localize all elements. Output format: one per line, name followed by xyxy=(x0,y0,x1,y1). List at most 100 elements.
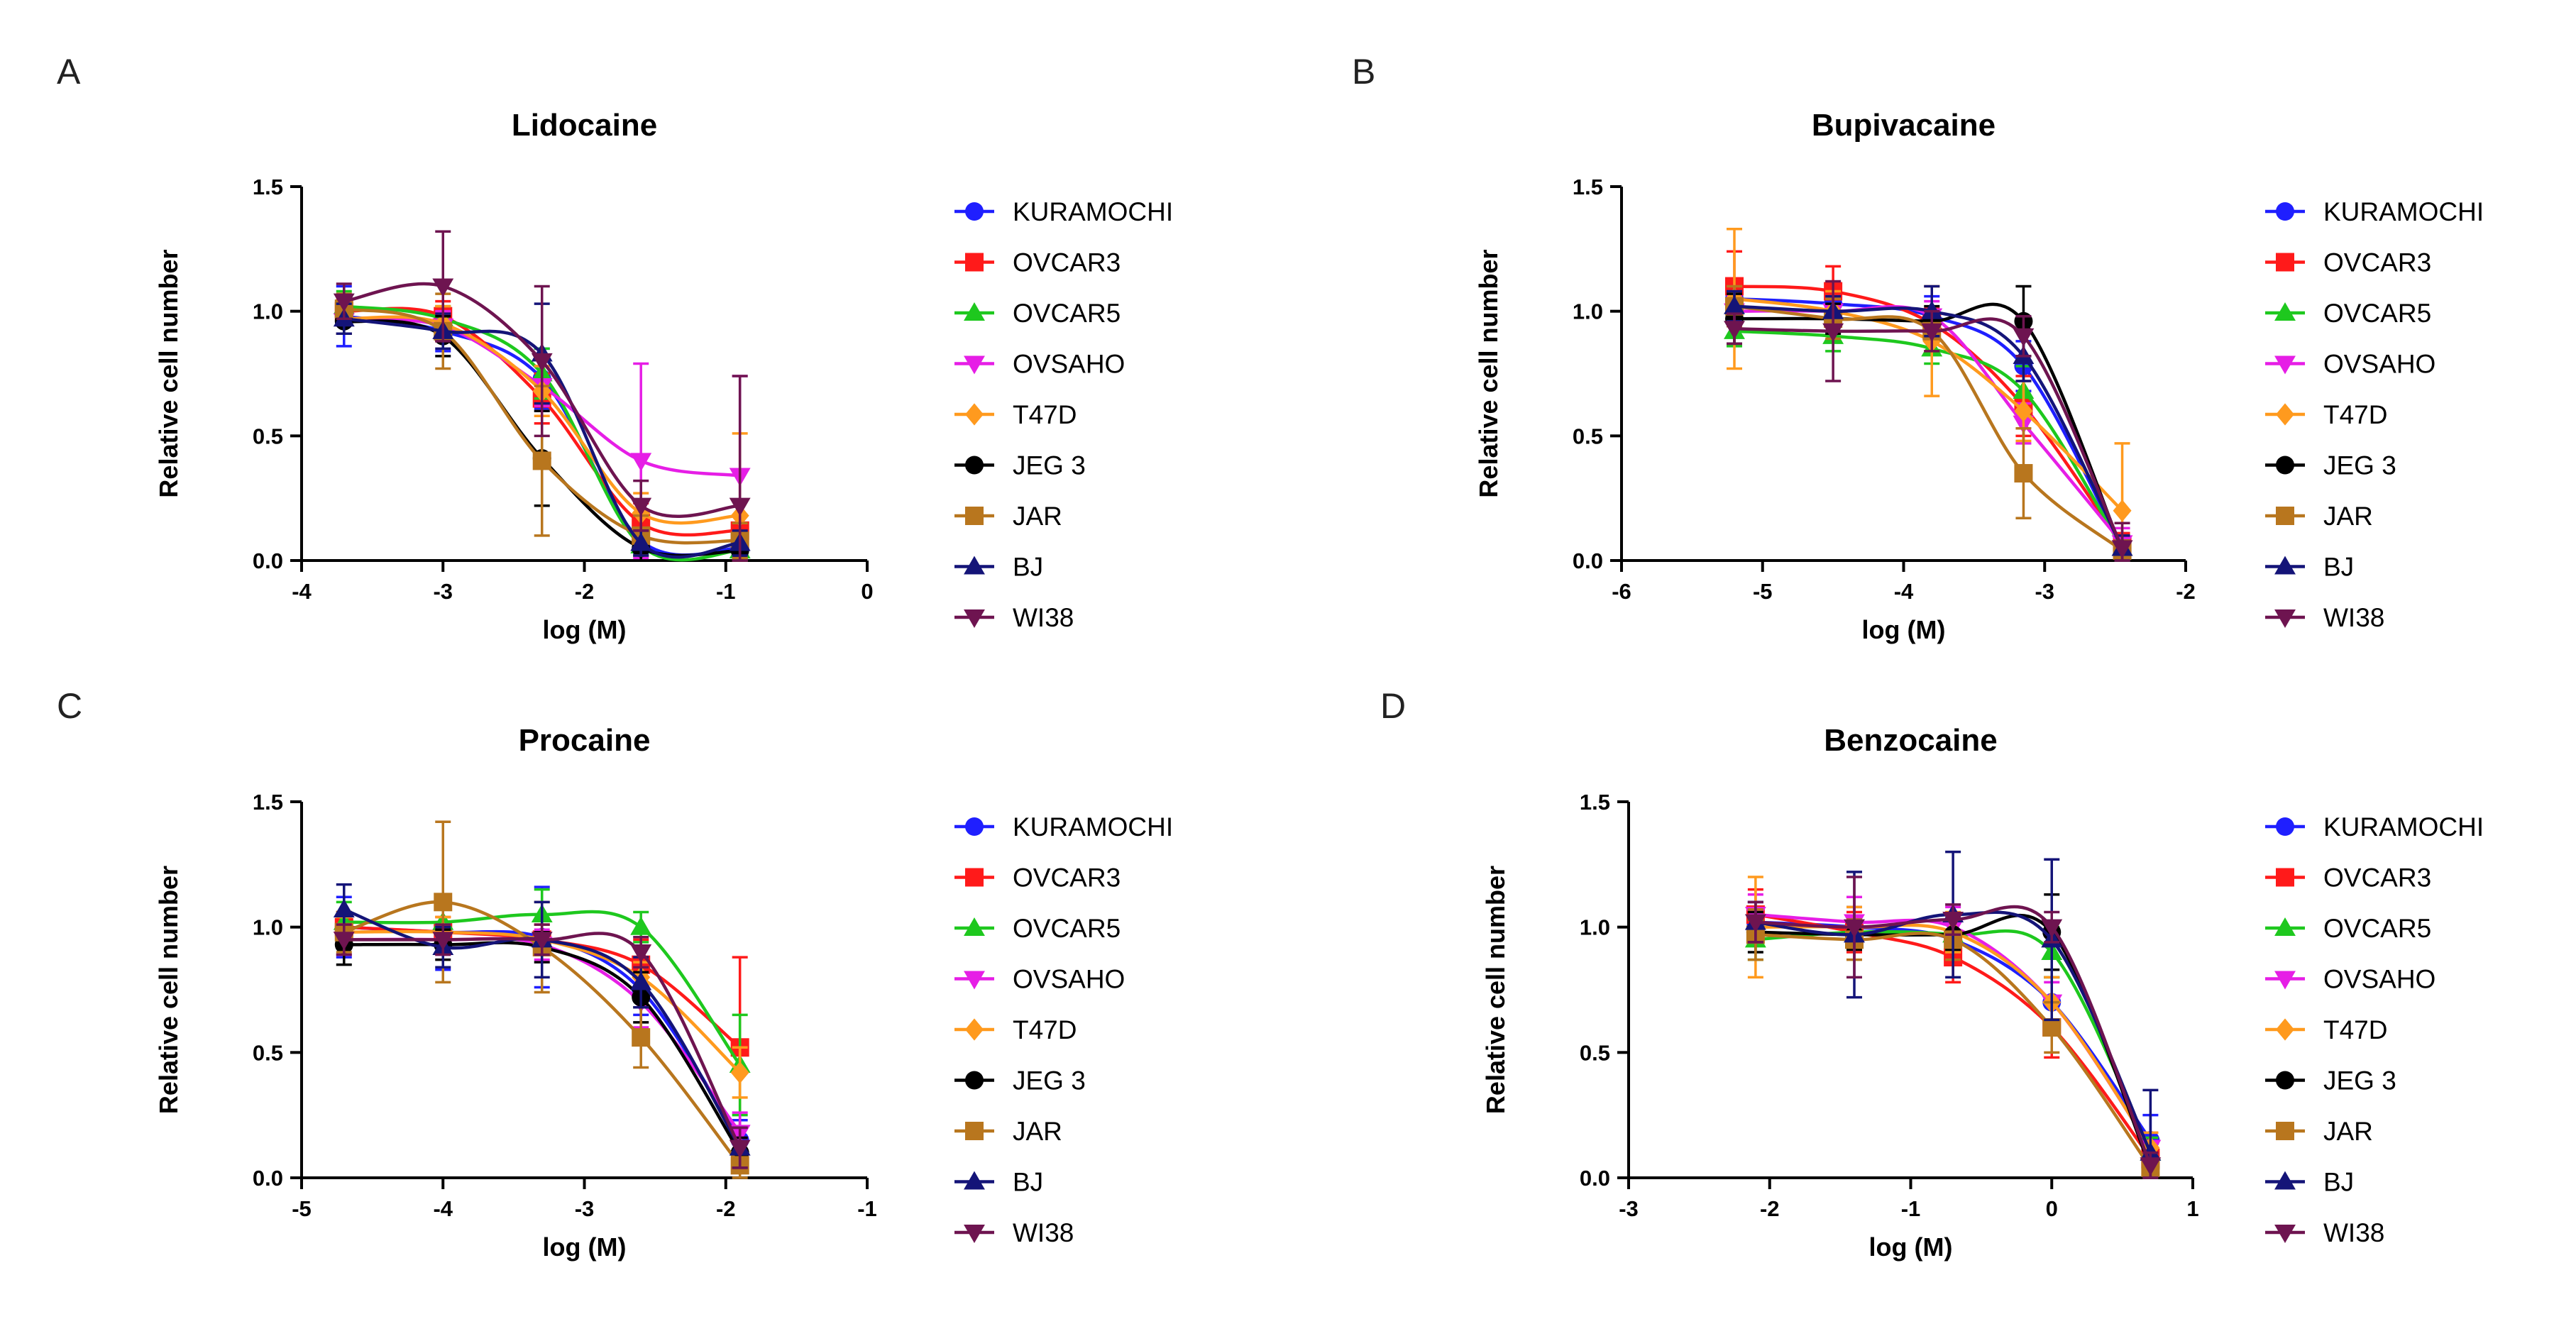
panel-c-legend-item-wi38: WI38 xyxy=(954,1218,1074,1247)
legend-marker xyxy=(964,556,985,575)
panel-b-y-tick-label: 1.5 xyxy=(1573,175,1603,199)
panel-d-legend-item-ovcar3: OVCAR3 xyxy=(2265,863,2431,893)
panel-b-legend-item-jar: JAR xyxy=(2265,502,2373,531)
legend-label: T47D xyxy=(1013,1015,1077,1044)
legend-marker xyxy=(2274,917,2296,937)
legend-label: OVCAR5 xyxy=(2323,299,2431,328)
legend-label: KURAMOCHI xyxy=(1013,197,1173,226)
panel-b-legend-item-ovcar5: OVCAR5 xyxy=(2265,299,2431,328)
panel-c-series-ovcar5-point xyxy=(630,916,652,935)
panel-a-legend-item-ovcar5: OVCAR5 xyxy=(954,299,1121,328)
legend-label: T47D xyxy=(2323,1015,2387,1044)
panel-a-x-tick-label: 0 xyxy=(861,579,873,604)
panel-d-legend: KURAMOCHI OVCAR3 OVCAR5 OVSAHO T47D JEG 3 JAR B… xyxy=(2265,812,2484,1247)
panel-d-title: Benzocaine xyxy=(1824,723,1998,758)
panel-a-series-wi38-point xyxy=(729,497,751,517)
panel-c-series-wi38-point xyxy=(729,1139,751,1159)
legend-label: WI38 xyxy=(1013,603,1074,632)
panel-a-series-jar-point xyxy=(532,451,551,470)
panel-c-x-tick-label: -1 xyxy=(857,1196,877,1221)
panel-a-series-ovcar5-curve xyxy=(343,304,740,562)
panel-d-series-wi38-point xyxy=(2041,919,2063,938)
legend-label: JEG 3 xyxy=(1013,451,1086,480)
panel-a-legend-item-ovcar3: OVCAR3 xyxy=(954,248,1121,277)
panel-b-x-tick-label: -3 xyxy=(2035,579,2054,604)
panel-b-legend-item-jeg-3: JEG 3 xyxy=(2265,451,2396,480)
legend-marker xyxy=(964,1171,985,1190)
panel-b-series-wi38-point xyxy=(1921,323,1943,342)
panel-letter-c: C xyxy=(57,686,82,726)
panel-a-y-tick-label: 1.5 xyxy=(253,175,283,199)
panel-c-series-wi38-curve xyxy=(343,932,742,1149)
panel-letter-b: B xyxy=(1352,52,1375,92)
panel-c-y-tick-label: 0.5 xyxy=(253,1040,283,1065)
panel-a-x-tick-label: -2 xyxy=(575,579,595,604)
legend-marker xyxy=(964,1224,985,1243)
panel-a-legend-item-jeg-3: JEG 3 xyxy=(954,451,1086,480)
panel-d-chart: Benzocaine 0.0 0.5 1.0 1.5 -3 -2 -1 0 1 log (M) Rel… xyxy=(1481,723,2484,1262)
panel-b-y-tick-label: 1.0 xyxy=(1573,299,1603,324)
panel-b-series-wi38-point xyxy=(1724,321,1745,340)
panel-c-legend-item-kuramochi: KURAMOCHI xyxy=(954,812,1173,841)
panel-d-x-tick-label: -3 xyxy=(1619,1196,1639,1221)
legend-label: OVSAHO xyxy=(1013,965,1125,994)
panel-b-x-tick-label: -2 xyxy=(2176,579,2196,604)
panel-b-series-wi38-curve xyxy=(1734,317,2124,549)
legend-label: JAR xyxy=(2323,1117,2373,1146)
panel-c-legend-item-t47d: T47D xyxy=(954,1015,1077,1044)
panel-d-legend-item-kuramochi: KURAMOCHI xyxy=(2265,812,2484,841)
legend-label: T47D xyxy=(2323,400,2387,429)
legend-label: T47D xyxy=(1013,400,1077,429)
legend-marker xyxy=(965,507,984,525)
panel-c-series-wi38-point xyxy=(531,932,553,951)
panel-a-x-tick-label: -4 xyxy=(292,579,312,604)
panel-d-y-axis-label: Relative cell number xyxy=(1481,866,1510,1114)
panel-d-series-wi38-point xyxy=(1942,912,1964,931)
panel-d-x-tick-label: 1 xyxy=(2186,1196,2198,1221)
legend-marker xyxy=(2276,1071,2294,1090)
legend-marker xyxy=(2276,202,2294,221)
panel-d-series-wi38-point xyxy=(1744,914,1766,933)
panel-letter-d: D xyxy=(1380,686,1406,726)
panel-d-y-tick-label: 1.5 xyxy=(1580,790,1610,815)
panel-a-legend-item-bj: BJ xyxy=(954,553,1043,582)
legend-label: BJ xyxy=(2323,1168,2354,1197)
legend-label: OVSAHO xyxy=(1013,350,1125,379)
panel-d-y-tick-label: 0.0 xyxy=(1580,1166,1610,1191)
legend-label: KURAMOCHI xyxy=(2323,197,2484,226)
legend-label: OVSAHO xyxy=(2323,965,2435,994)
panel-b-y-tick-label: 0.0 xyxy=(1573,548,1603,573)
panel-b-x-tick-label: -6 xyxy=(1612,579,1631,604)
legend-label: BJ xyxy=(1013,553,1043,582)
panel-a-series-wi38-point xyxy=(432,278,454,297)
legend-marker xyxy=(964,302,985,321)
legend-marker xyxy=(2276,253,2294,272)
panel-d-legend-item-bj: BJ xyxy=(2265,1168,2354,1197)
panel-d-series-wi38-point xyxy=(2140,1157,2162,1176)
panel-d-y-tick-label: 0.5 xyxy=(1580,1040,1610,1065)
panel-c-series-jar-point xyxy=(434,893,453,912)
panel-a-x-tick-label: -1 xyxy=(716,579,736,604)
legend-marker xyxy=(965,456,984,475)
panel-c-title: Procaine xyxy=(519,723,651,758)
legend-label: KURAMOCHI xyxy=(2323,812,2484,841)
panel-b-series-bj-point xyxy=(1921,300,1943,319)
legend-marker xyxy=(2274,971,2296,990)
panel-a-title: Lidocaine xyxy=(512,108,657,143)
panel-b-legend-item-wi38: WI38 xyxy=(2265,603,2384,632)
legend-marker xyxy=(965,253,984,272)
panel-c-x-tick-label: -5 xyxy=(292,1196,312,1221)
legend-label: OVCAR3 xyxy=(1013,863,1121,893)
legend-marker xyxy=(2274,556,2296,575)
legend-marker xyxy=(965,403,984,426)
panel-b-x-tick-label: -5 xyxy=(1753,579,1773,604)
legend-label: WI38 xyxy=(1013,1218,1074,1247)
legend-label: OVCAR5 xyxy=(2323,914,2431,943)
panel-c-series-wi38-point xyxy=(333,932,355,951)
legend-marker xyxy=(965,202,984,221)
panel-a-legend-item-jar: JAR xyxy=(954,502,1062,531)
panel-c-legend-item-ovcar5: OVCAR5 xyxy=(954,914,1121,943)
legend-marker xyxy=(965,1071,984,1090)
panel-c-x-tick-label: -3 xyxy=(575,1196,595,1221)
